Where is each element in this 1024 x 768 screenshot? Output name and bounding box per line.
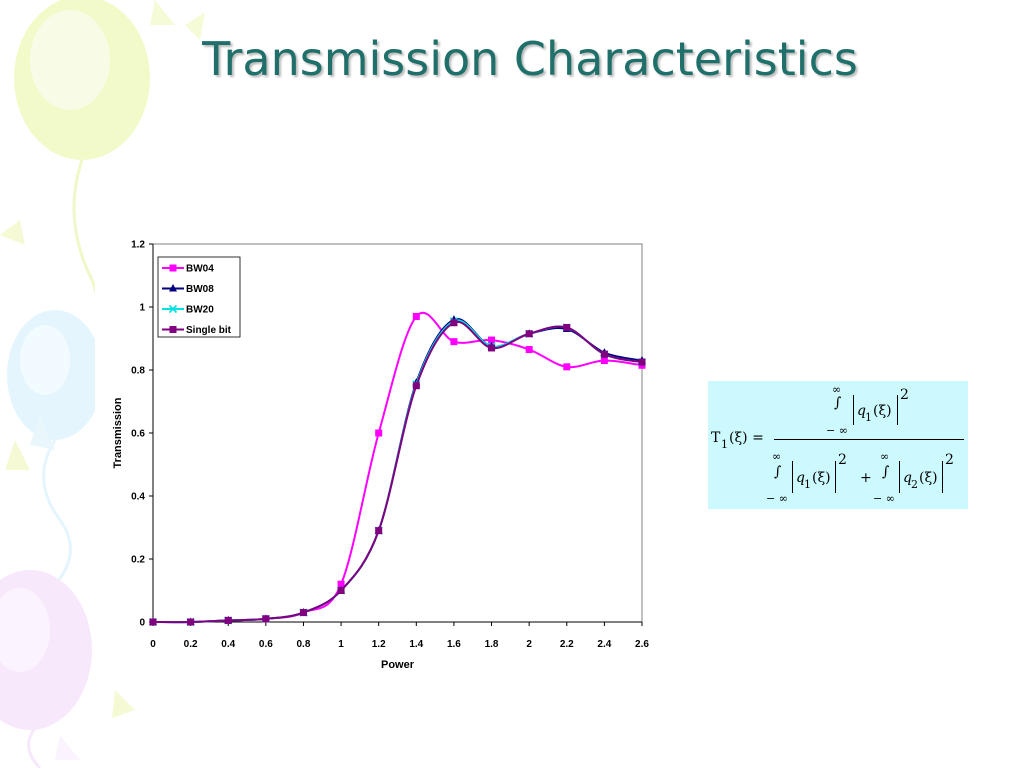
x-tick-label: 0 xyxy=(150,639,156,650)
num-q-sub: 1 xyxy=(865,411,872,424)
num-abs-right xyxy=(897,395,898,425)
den2-q: q xyxy=(903,470,912,486)
x-tick-label: 0.8 xyxy=(297,639,311,650)
den1-lower-limit: − ∞ xyxy=(766,492,788,505)
x-tick-label: 0.2 xyxy=(184,639,198,650)
point-bw04 xyxy=(450,338,458,346)
point-bw04 xyxy=(488,336,496,344)
den2-power: 2 xyxy=(945,452,954,468)
y-tick-label: 1 xyxy=(139,303,145,314)
legend-marker-single-bit xyxy=(169,326,177,333)
num-lower-limit: − ∞ xyxy=(826,424,848,437)
den2-integral: ∫ xyxy=(882,464,890,480)
formula-lhs: T xyxy=(711,430,721,446)
point-single-bit xyxy=(375,527,383,535)
legend-label-bw08: BW08 xyxy=(186,284,214,295)
num-arg: (ξ) xyxy=(873,403,892,419)
point-bw04 xyxy=(563,363,571,371)
legend-label-bw04: BW04 xyxy=(186,264,214,275)
series-line-single-bit xyxy=(152,320,643,624)
num-abs-left xyxy=(853,395,854,425)
x-tick-label: 1 xyxy=(338,639,344,650)
point-single-bit xyxy=(299,609,307,617)
point-single-bit xyxy=(337,587,345,594)
y-axis-title: Transmission xyxy=(112,397,124,468)
num-q: q xyxy=(857,403,866,419)
y-tick-label: 0.6 xyxy=(131,429,145,440)
fraction-bar xyxy=(774,439,964,440)
legend-label-single-bit: Single bit xyxy=(186,325,232,336)
den2-arg: (ξ) xyxy=(919,470,938,486)
point-single-bit xyxy=(600,350,608,358)
den1-abs-right xyxy=(835,461,836,493)
legend-marker-bw04 xyxy=(169,264,177,272)
x-axis-title: Power xyxy=(381,659,415,671)
den1-q: q xyxy=(796,470,805,486)
point-single-bit xyxy=(262,615,270,623)
point-bw04 xyxy=(337,580,345,588)
num-integral: ∫ xyxy=(834,395,842,411)
point-bw04 xyxy=(412,312,420,320)
point-single-bit xyxy=(224,616,232,624)
transmission-chart: 0 0.2 0.4 0.6 0.8 1 1.2 0 0.2 0.4 0.6 0.8 1 1.2 1.4 1.6… xyxy=(112,240,649,672)
y-tick-label: 0.8 xyxy=(131,366,145,377)
x-tick-label: 0.6 xyxy=(259,639,273,650)
point-single-bit xyxy=(149,618,157,626)
legend-marker-bw08 xyxy=(169,284,177,292)
point-bw04 xyxy=(375,429,383,437)
den2-upper-limit: ∞ xyxy=(880,450,890,463)
point-single-bit xyxy=(525,330,533,338)
point-single-bit xyxy=(488,344,496,352)
point-single-bit xyxy=(450,319,458,327)
x-tick-label: 0.4 xyxy=(221,639,235,650)
den1-abs-left xyxy=(792,461,793,493)
num-power: 2 xyxy=(900,387,909,403)
y-tick-label: 0.2 xyxy=(131,555,145,566)
den1-power: 2 xyxy=(838,452,847,468)
y-tick-label: 0.4 xyxy=(131,492,145,503)
den2-abs-left xyxy=(899,461,900,493)
formula-lhs-sub: 1 xyxy=(721,438,728,451)
den1-upper-limit: ∞ xyxy=(772,450,782,463)
x-tick-label: 2.2 xyxy=(560,639,574,650)
x-tick-label: 1.8 xyxy=(485,639,499,650)
den-plus: + xyxy=(860,470,872,486)
x-tick-label: 2.6 xyxy=(635,639,649,650)
point-bw04 xyxy=(525,346,533,354)
point-single-bit xyxy=(563,323,571,331)
x-tick-label: 2.4 xyxy=(597,639,611,650)
transmission-formula: T 1 (ξ) = ∞ ∫ − ∞ q 1 (ξ) 2 ∞ ∫ − ∞ q 1 … xyxy=(708,381,968,509)
formula-lhs-arg: (ξ) = xyxy=(729,430,764,446)
den2-lower-limit: − ∞ xyxy=(873,492,895,505)
den1-arg: (ξ) xyxy=(812,470,831,486)
x-tick-label: 1.4 xyxy=(409,639,423,650)
den2-abs-right xyxy=(942,461,943,493)
x-tick-label: 1.2 xyxy=(372,639,386,650)
x-tick-label: 1.6 xyxy=(447,639,461,650)
x-tick-label: 2 xyxy=(526,639,532,650)
den2-q-sub: 2 xyxy=(911,478,918,491)
point-single-bit xyxy=(412,382,420,390)
slide-title: Transmission Characteristics xyxy=(202,32,858,86)
point-bw04 xyxy=(600,357,608,365)
y-tick-label: 1.2 xyxy=(131,240,145,251)
legend-marker-bw20 xyxy=(168,304,178,314)
chart-panel: 0 0.2 0.4 0.6 0.8 1 1.2 0 0.2 0.4 0.6 0.8 1 1.2 1.4 1.6… xyxy=(95,225,655,685)
point-single-bit xyxy=(187,618,195,626)
den1-q-sub: 1 xyxy=(804,478,811,491)
point-single-bit xyxy=(638,358,646,366)
den1-integral: ∫ xyxy=(774,464,782,480)
num-upper-limit: ∞ xyxy=(832,383,842,396)
legend-label-bw20: BW20 xyxy=(186,305,214,316)
y-tick-label: 0 xyxy=(139,618,145,629)
